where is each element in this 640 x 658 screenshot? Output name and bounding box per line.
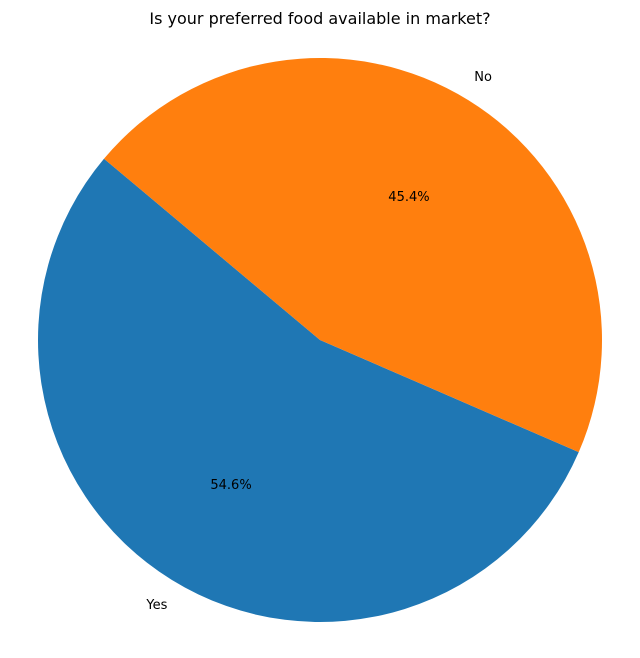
pie-label-no: No — [474, 70, 492, 85]
pie-slice-yes — [38, 158, 579, 622]
pie-slice-no — [103, 57, 602, 453]
pie-pct-label-no: 45.4% — [388, 190, 429, 205]
pie-labels: 54.6% Yes 45.4% No — [145, 70, 492, 613]
chart-title: Is your preferred food available in mark… — [149, 9, 490, 28]
pie-slices — [38, 57, 602, 622]
pie-pct-label-yes: 54.6% — [210, 478, 251, 493]
pie-label-yes: Yes — [145, 598, 167, 613]
